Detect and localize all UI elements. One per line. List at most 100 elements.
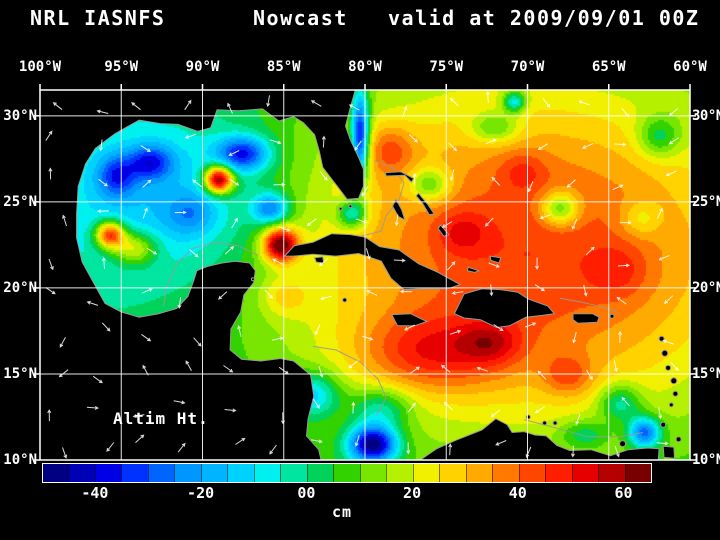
current-vector-arrow [62,447,68,459]
current-vector-arrow [92,375,103,384]
colorbar-segment [200,464,228,482]
current-vector-arrow [668,137,680,145]
current-vector-arrow [319,171,328,181]
map-overlay-group [34,84,696,461]
islet [619,440,627,448]
current-vector-arrow [493,323,504,332]
current-vector-arrow [585,246,595,256]
bathymetry-contour [524,419,643,438]
colorbar-tick-label: 60 [614,484,633,502]
islet [672,390,679,397]
colorbar-segment [68,464,95,482]
islet [342,297,348,303]
bathymetry-contour [312,345,387,416]
current-vector-arrow [407,402,416,413]
current-vector-arrow [572,331,577,344]
current-vector-arrow [613,360,618,373]
current-vector-arrow [399,289,412,294]
land-grand-bahama-abaco [384,171,415,183]
current-vector-arrow [131,102,141,111]
current-vector-arrow [404,324,416,331]
colorbar-segment [465,464,493,482]
current-vector-arrow [485,90,490,104]
current-vector-arrow [408,134,419,143]
current-vector-arrow [476,366,489,372]
colorbar-segment [227,464,254,482]
colorbar-tick-label: 40 [508,484,527,502]
current-vector-arrow [570,445,575,458]
current-vector-arrow [193,337,202,347]
current-vector-arrow [534,284,546,292]
islet [542,420,548,426]
islet [250,277,255,282]
current-vector-arrow [485,138,497,145]
lat-label-right: 25°N [692,193,720,210]
colorbar [42,463,652,483]
current-vector-arrow [140,145,151,152]
current-vector-arrow [229,178,240,186]
current-vector-arrow [58,369,69,378]
lon-label: 60°W [673,59,707,75]
lat-label-left: 20°N [3,279,37,296]
current-vector-arrow [621,396,630,407]
current-vector-arrow [539,214,551,220]
colorbar-tick-label: -40 [81,484,109,502]
lon-label: 80°W [348,59,382,75]
current-vector-arrow [668,108,679,117]
colorbar-tick-label: -20 [187,484,215,502]
current-vector-arrow [612,184,624,191]
current-vector-arrow [318,258,329,267]
current-vector-arrow [264,289,274,299]
current-vector-arrow [177,442,186,453]
current-vector-arrow [318,366,324,378]
lat-label-right: 10°N [692,452,720,468]
current-vector-arrow [393,258,406,263]
title-validity: valid at 2009/09/01 00Z [388,6,700,30]
colorbar-segment [412,464,440,482]
current-vector-arrow [440,364,451,373]
colorbar-segment [333,464,360,482]
current-vector-arrow [619,220,632,225]
current-vector-arrow [491,176,501,186]
land-trinidad [662,445,676,459]
current-vector-arrow [184,99,192,111]
current-vector-arrow [614,142,627,147]
land-eleuthera [415,192,435,216]
current-vector-arrow [490,409,501,418]
islet [658,335,665,342]
current-vector-arrow [101,256,106,269]
islet [338,206,343,211]
colorbar-segment [94,464,122,482]
current-vector-arrow [361,186,369,197]
land-cuba [283,233,462,291]
colorbar-segment [280,464,307,482]
current-vector-arrow [484,217,494,227]
current-vector-arrow [185,360,192,372]
current-vector-arrow [269,139,282,145]
current-vector-arrow [412,172,417,185]
current-vector-arrow [535,257,539,270]
islet [609,313,615,319]
islet [525,414,531,420]
title-model: NRL IASNFS [30,6,166,30]
current-vector-arrow [59,336,66,348]
islet [675,436,682,443]
current-vector-arrow [320,295,332,301]
current-vector-arrow [525,446,532,459]
current-vector-arrow [306,218,317,227]
colorbar-segment [571,464,599,482]
current-vector-arrow [614,445,620,458]
current-vector-arrow [52,102,63,111]
current-vector-arrow [354,435,360,447]
colorbar-segment [147,464,175,482]
current-vector-arrow [141,288,153,294]
current-vector-arrow [451,291,464,295]
land-puerto-rico [572,313,600,324]
current-vector-arrow [571,218,578,230]
lat-label-left: 10°N [3,452,37,468]
colorbar-segment [359,464,387,482]
current-vector-arrow [135,434,145,443]
land-isla-juventud [313,256,325,264]
current-vector-arrow [534,406,545,414]
current-vector-arrow [578,100,590,106]
